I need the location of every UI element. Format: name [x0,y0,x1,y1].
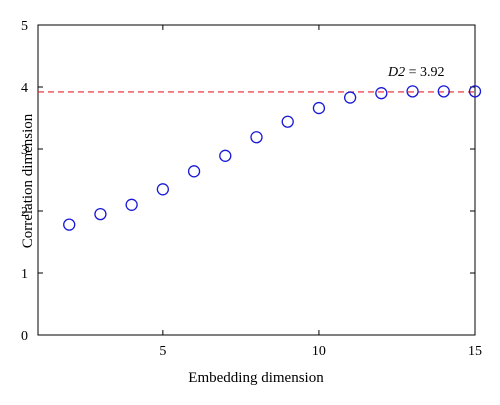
data-point [468,85,482,98]
y-tick-label: 1 [21,267,28,282]
data-point [94,207,107,221]
y-tick-label: 5 [21,19,28,34]
d2-annotation-prefix: D2 [387,65,405,80]
data-point [125,198,138,211]
data-point [312,101,326,115]
y-axis-label: Correlation dimension [20,113,36,248]
data-point [63,218,76,231]
x-tick-label: 10 [312,344,326,359]
data-point [375,87,388,100]
data-point [219,149,232,162]
y-tick-label: 0 [21,329,28,344]
x-axis-label: Embedding dimension [188,370,324,386]
plot-area-frame [37,24,476,336]
data-point [281,115,294,128]
x-tick-label: 5 [159,344,166,359]
y-tick-label: 4 [21,81,28,96]
data-points [63,85,482,231]
data-point [250,131,263,144]
data-point [437,85,450,98]
data-point [156,183,170,196]
x-tick-label: 15 [468,344,482,359]
data-point [406,85,419,98]
data-point [343,91,357,104]
data-point [187,165,201,178]
d2-annotation: D2 = 3.92 [387,65,445,80]
y-tick-label: 2 [21,205,28,220]
y-tick-label: 3 [21,143,28,158]
d2-annotation-value: = 3.92 [405,65,444,80]
